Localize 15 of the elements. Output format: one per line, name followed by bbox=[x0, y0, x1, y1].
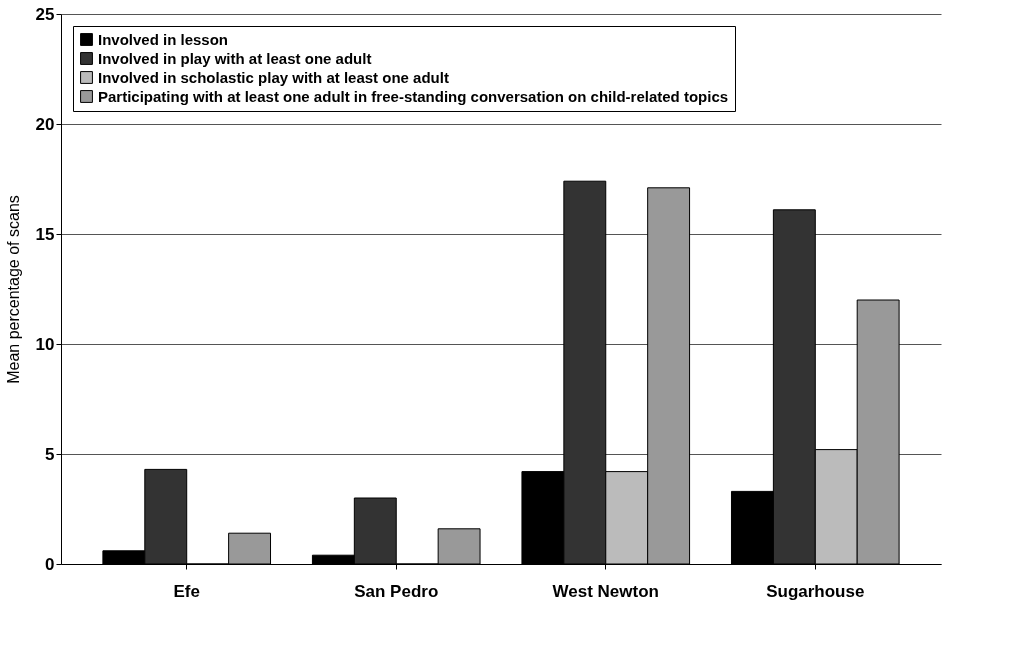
y-tick-label: 5 bbox=[45, 444, 55, 464]
y-tick-label: 0 bbox=[45, 554, 55, 574]
legend-label: Participating with at least one adult in free-standing conversation on child-related topics bbox=[98, 87, 729, 105]
y-tick-label: 15 bbox=[35, 224, 55, 244]
x-tick-label: Efe bbox=[173, 581, 200, 601]
x-tick-label: Sugarhouse bbox=[766, 581, 865, 601]
y-tick-label: 20 bbox=[35, 114, 55, 134]
y-tick-label: 10 bbox=[35, 334, 55, 354]
x-tick-label: West Newton bbox=[552, 581, 659, 601]
legend-label: Involved in scholastic play with at least one adult bbox=[98, 68, 449, 86]
legend-label: Involved in play with at least one adult bbox=[98, 49, 372, 67]
x-tick-label: San Pedro bbox=[354, 581, 439, 601]
legend-label: Involved in lesson bbox=[98, 30, 229, 48]
y-tick-label: 25 bbox=[35, 4, 55, 24]
y-axis-title: Mean percentage of scans bbox=[4, 195, 22, 384]
